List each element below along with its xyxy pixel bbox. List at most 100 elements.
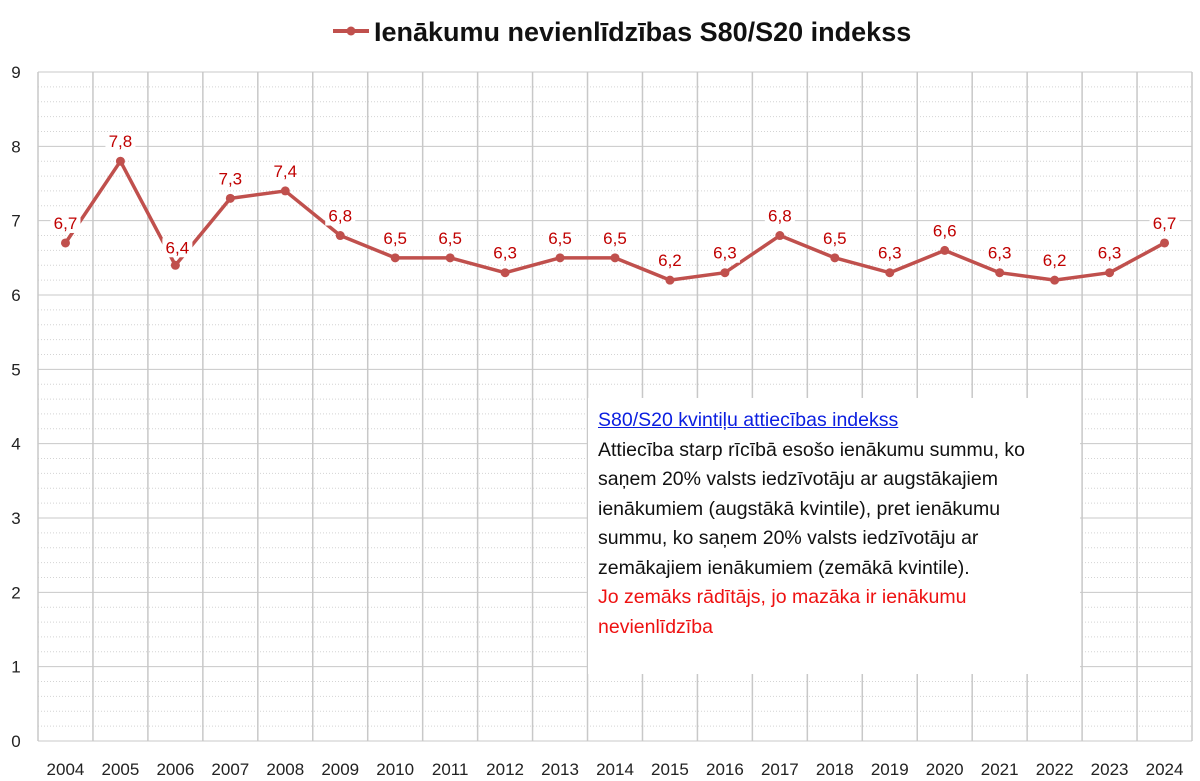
data-label: 6,7: [54, 214, 78, 233]
data-point: [60, 238, 70, 248]
data-labels: 6,7 7,8 6,4 7,3 7,4 6,8 6,5 6,5 6,3 6,5 6,5 6,2 6,3 6…: [50, 132, 1180, 271]
y-tick-label: 0: [11, 732, 20, 751]
data-label: 6,2: [658, 251, 682, 270]
y-tick-label: 6: [11, 286, 20, 305]
x-tick-label: 2016: [706, 760, 744, 779]
y-tick-label: 8: [11, 137, 20, 156]
data-label: 6,2: [1043, 251, 1067, 270]
annotation-note-text: Jo zemāks rādītājs, jo mazāka ir ienākum…: [598, 586, 967, 638]
x-tick-label: 2007: [211, 760, 249, 779]
y-tick-label: 9: [11, 63, 20, 82]
data-point: [170, 260, 180, 270]
x-tick-label: 2018: [816, 760, 854, 779]
data-label: 7,8: [109, 132, 133, 151]
x-tick-label: 2020: [926, 760, 964, 779]
data-label-background: [819, 228, 850, 248]
data-label: 6,5: [823, 229, 847, 248]
data-point: [940, 245, 950, 255]
data-label-background: [545, 228, 576, 248]
annotation-body-text: Attiecība starp rīcībā esošo ienākumu su…: [598, 438, 1026, 579]
data-label: 6,5: [438, 229, 462, 248]
data-label-background: [1039, 251, 1070, 271]
chart-title: Ienākumu nevienlīdzības S80/S20 indekss: [374, 17, 911, 47]
axis-labels: 0 1 2 3 4 5 6 7 8 9 2004 2005 2006 2007 2008 2009 2010 20…: [11, 63, 1183, 779]
data-label: 6,3: [713, 244, 737, 263]
data-label: 6,6: [933, 221, 957, 240]
x-tick-label: 2004: [47, 760, 85, 779]
data-point: [445, 253, 455, 263]
data-label-background: [1094, 243, 1125, 263]
x-tick-label: 2008: [266, 760, 304, 779]
data-label: 6,5: [548, 229, 572, 248]
y-tick-label: 4: [11, 435, 20, 454]
data-point: [225, 193, 235, 203]
data-point: [995, 268, 1005, 278]
data-label-background: [654, 251, 685, 271]
data-label-background: [874, 243, 905, 263]
data-label-background: [50, 213, 81, 233]
data-point: [115, 156, 125, 166]
data-point: [1160, 238, 1170, 248]
x-tick-label: 2006: [156, 760, 194, 779]
data-label-background: [984, 243, 1015, 263]
data-label-background: [270, 161, 301, 181]
data-label-background: [435, 228, 466, 248]
data-label-background: [709, 243, 740, 263]
data-point: [775, 231, 785, 241]
data-point: [885, 268, 895, 278]
data-label-background: [215, 169, 246, 189]
data-point: [665, 275, 675, 285]
data-label: 7,3: [219, 169, 243, 188]
x-tick-label: 2013: [541, 760, 579, 779]
data-label: 6,4: [166, 238, 190, 257]
data-label-background: [929, 221, 960, 241]
data-label-background: [162, 238, 193, 258]
y-tick-label: 2: [11, 583, 20, 602]
y-tick-label: 5: [11, 360, 20, 379]
data-label: 6,5: [383, 229, 407, 248]
y-tick-label: 1: [11, 658, 20, 677]
data-label-background: [600, 228, 630, 248]
data-label: 6,8: [328, 207, 352, 226]
data-label: 6,3: [1098, 244, 1122, 263]
data-label: 6,3: [878, 244, 902, 263]
data-label-background: [1149, 213, 1180, 233]
data-label-background: [105, 132, 136, 152]
x-tick-label: 2022: [1036, 760, 1074, 779]
data-point: [1050, 275, 1060, 285]
x-tick-label: 2011: [432, 760, 469, 779]
data-point: [830, 253, 840, 263]
x-tick-label: 2023: [1091, 760, 1129, 779]
x-tick-label: 2024: [1146, 760, 1184, 779]
data-point: [335, 231, 345, 241]
x-tick-label: 2014: [596, 760, 634, 779]
data-label: 6,7: [1153, 214, 1177, 233]
data-label: 6,5: [603, 229, 627, 248]
annotation-heading-link[interactable]: S80/S20 kvintiļu attiecības indekss: [598, 409, 899, 431]
y-tick-label: 7: [11, 212, 20, 231]
x-tick-label: 2009: [321, 760, 359, 779]
y-tick-label: 3: [11, 509, 20, 528]
data-point: [280, 186, 290, 196]
data-point: [555, 253, 565, 263]
data-point: [500, 268, 510, 278]
legend: Ienākumu nevienlīdzības S80/S20 indekss: [333, 17, 911, 47]
data-label-background: [325, 206, 356, 226]
data-point: [610, 253, 620, 263]
x-tick-label: 2019: [871, 760, 909, 779]
data-label: 7,4: [273, 162, 297, 181]
annotation-box: S80/S20 kvintiļu attiecības indekss Atti…: [588, 398, 1080, 674]
x-tick-label: 2015: [651, 760, 689, 779]
x-tick-label: 2017: [761, 760, 799, 779]
x-tick-label: 2005: [102, 760, 140, 779]
data-point: [720, 268, 730, 278]
x-tick-label: 2012: [486, 760, 524, 779]
data-label: 6,3: [493, 244, 517, 263]
data-label: 6,3: [988, 244, 1012, 263]
x-tick-label: 2021: [981, 760, 1019, 779]
data-point: [390, 253, 400, 263]
series: [60, 156, 1170, 285]
data-label-background: [490, 243, 521, 263]
data-label: 6,8: [768, 207, 792, 226]
